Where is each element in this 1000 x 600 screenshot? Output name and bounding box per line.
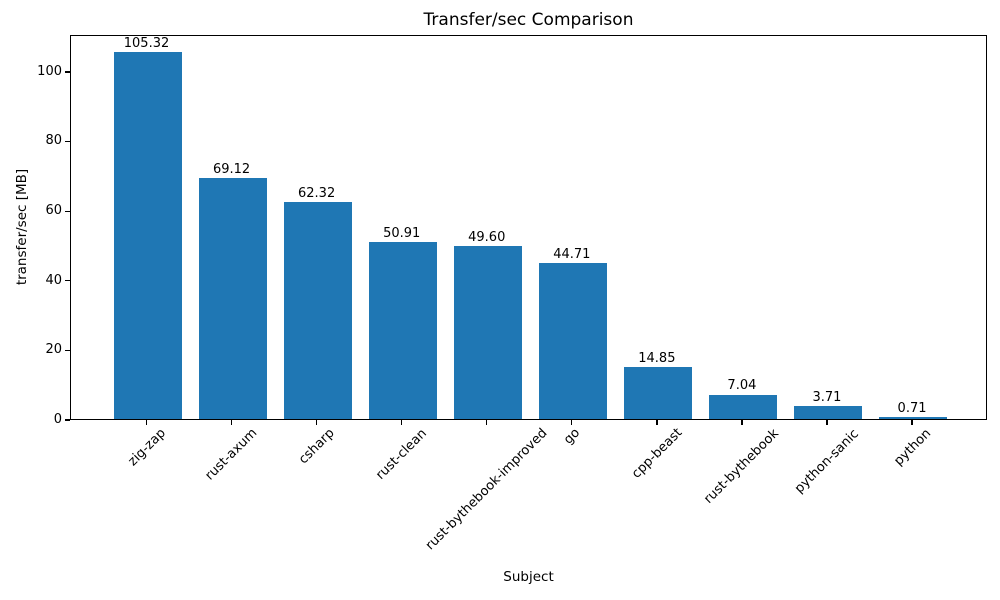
x-tick-mark xyxy=(230,420,233,425)
x-tick-label-rust-clean: rust-clean xyxy=(373,425,431,483)
x-tick-mark xyxy=(401,420,403,425)
bar-value-label: 69.12 xyxy=(212,162,251,178)
x-tick-label-rust-bythebook-improved: rust-bythebook-improved xyxy=(423,425,551,554)
bar-value-label: 14.85 xyxy=(638,351,676,367)
x-tick-mark xyxy=(316,420,318,425)
x-tick-mark xyxy=(826,420,828,425)
bar-go xyxy=(538,263,607,419)
bar-rust-bythebook-improved xyxy=(453,246,522,419)
x-tick-mark xyxy=(145,420,148,425)
x-tick-mark xyxy=(656,420,658,425)
bar-value-label: 105.32 xyxy=(123,36,170,52)
bar-zig-zap xyxy=(113,52,182,419)
bar-value-label: 7.04 xyxy=(727,378,757,394)
bar-value-label: 50.91 xyxy=(383,225,421,241)
bar-python xyxy=(879,416,948,419)
bar-csharp xyxy=(283,202,352,419)
x-tick-mark xyxy=(571,420,573,425)
y-tick-mark xyxy=(65,280,70,282)
y-tick-mark xyxy=(65,419,70,421)
bar-rust-axum xyxy=(198,178,267,419)
y-tick-mark xyxy=(65,140,70,143)
plot-area xyxy=(70,35,987,420)
bar-python-sanic xyxy=(793,406,862,419)
y-tick-label: 0 xyxy=(53,412,62,427)
y-tick-mark xyxy=(65,71,70,73)
bar-value-label: 62.32 xyxy=(298,186,336,202)
x-tick-mark xyxy=(911,420,913,425)
bar-value-label: 0.71 xyxy=(897,400,927,416)
y-tick-label: 60 xyxy=(45,203,62,219)
bar-value-label: 44.71 xyxy=(553,247,591,263)
y-tick-mark xyxy=(65,210,70,212)
x-tick-label-cpp-beast: cpp-beast xyxy=(628,425,686,483)
x-tick-label-csharp: csharp xyxy=(295,426,338,468)
bar-value-label: 49.60 xyxy=(468,230,506,246)
x-tick-mark xyxy=(741,420,743,425)
bar-cpp-beast xyxy=(623,367,692,419)
bar-rust-bythebook xyxy=(708,394,777,419)
chart-title: Transfer/sec Comparison xyxy=(423,10,634,30)
bar-rust-clean xyxy=(368,241,437,419)
y-tick-label: 40 xyxy=(45,272,62,288)
y-tick-label: 20 xyxy=(45,342,62,358)
bar-value-label: 3.71 xyxy=(812,390,842,406)
x-tick-label-rust-axum: rust-axum xyxy=(202,426,261,484)
x-tick-label-rust-bythebook: rust-bythebook xyxy=(701,425,783,507)
x-tick-label-zig-zap: zig-zap xyxy=(124,425,169,470)
x-tick-label-go: go xyxy=(560,425,583,448)
y-tick-label: 100 xyxy=(37,63,62,79)
x-tick-mark xyxy=(486,420,488,425)
y-tick-mark xyxy=(65,349,70,352)
y-tick-label: 80 xyxy=(45,133,62,149)
x-axis-label: Subject xyxy=(503,569,554,585)
x-tick-label-python: python xyxy=(890,425,934,469)
y-axis-label: transfer/sec [MB] xyxy=(14,168,30,286)
x-tick-label-python-sanic: python-sanic xyxy=(791,426,862,496)
